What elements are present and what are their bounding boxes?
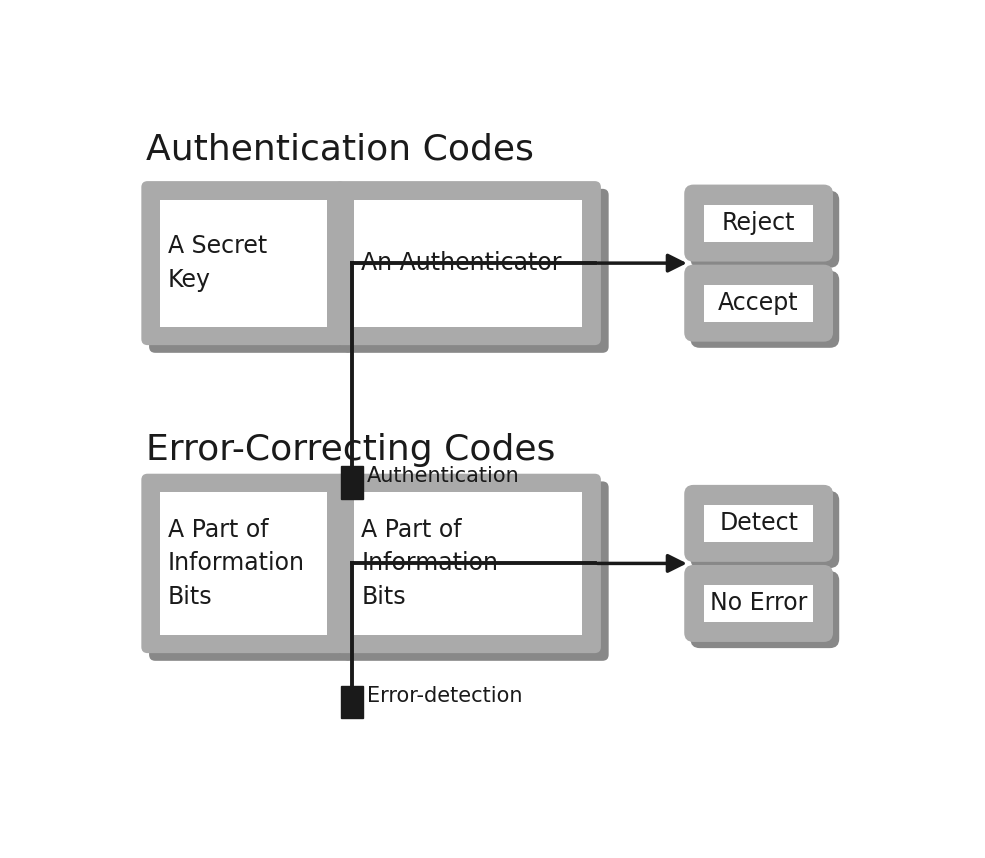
FancyBboxPatch shape [685,184,833,262]
FancyBboxPatch shape [343,481,609,661]
FancyBboxPatch shape [335,474,601,653]
Text: Accept: Accept [718,291,799,315]
Text: A Part of
Information
Bits: A Part of Information Bits [361,518,498,609]
FancyBboxPatch shape [685,485,833,562]
Text: Error-detection: Error-detection [367,686,523,706]
FancyBboxPatch shape [704,585,813,622]
FancyBboxPatch shape [149,189,353,353]
FancyBboxPatch shape [704,285,813,322]
Text: A Secret
Key: A Secret Key [167,234,267,292]
FancyBboxPatch shape [149,481,353,661]
FancyBboxPatch shape [343,189,609,353]
FancyBboxPatch shape [354,200,582,327]
FancyBboxPatch shape [160,492,327,635]
FancyBboxPatch shape [141,181,345,345]
FancyBboxPatch shape [141,474,345,653]
FancyBboxPatch shape [685,565,833,642]
Text: No Error: No Error [710,591,808,615]
FancyBboxPatch shape [690,190,839,268]
Bar [341,467,362,498]
Text: Authentication: Authentication [367,467,520,486]
FancyBboxPatch shape [704,204,813,242]
Text: Error-Correcting Codes: Error-Correcting Codes [147,432,556,467]
FancyBboxPatch shape [354,492,582,635]
FancyBboxPatch shape [685,264,833,341]
FancyBboxPatch shape [704,505,813,542]
FancyBboxPatch shape [690,271,839,347]
Text: Authentication Codes: Authentication Codes [147,132,534,166]
FancyBboxPatch shape [690,491,839,568]
FancyBboxPatch shape [690,571,839,648]
Text: Reject: Reject [722,211,795,235]
FancyBboxPatch shape [335,181,601,345]
Text: A Part of
Information
Bits: A Part of Information Bits [167,518,304,609]
FancyBboxPatch shape [160,200,327,327]
Text: Detect: Detect [719,511,798,535]
Text: An Authenticator: An Authenticator [361,251,561,275]
Bar [341,686,362,718]
